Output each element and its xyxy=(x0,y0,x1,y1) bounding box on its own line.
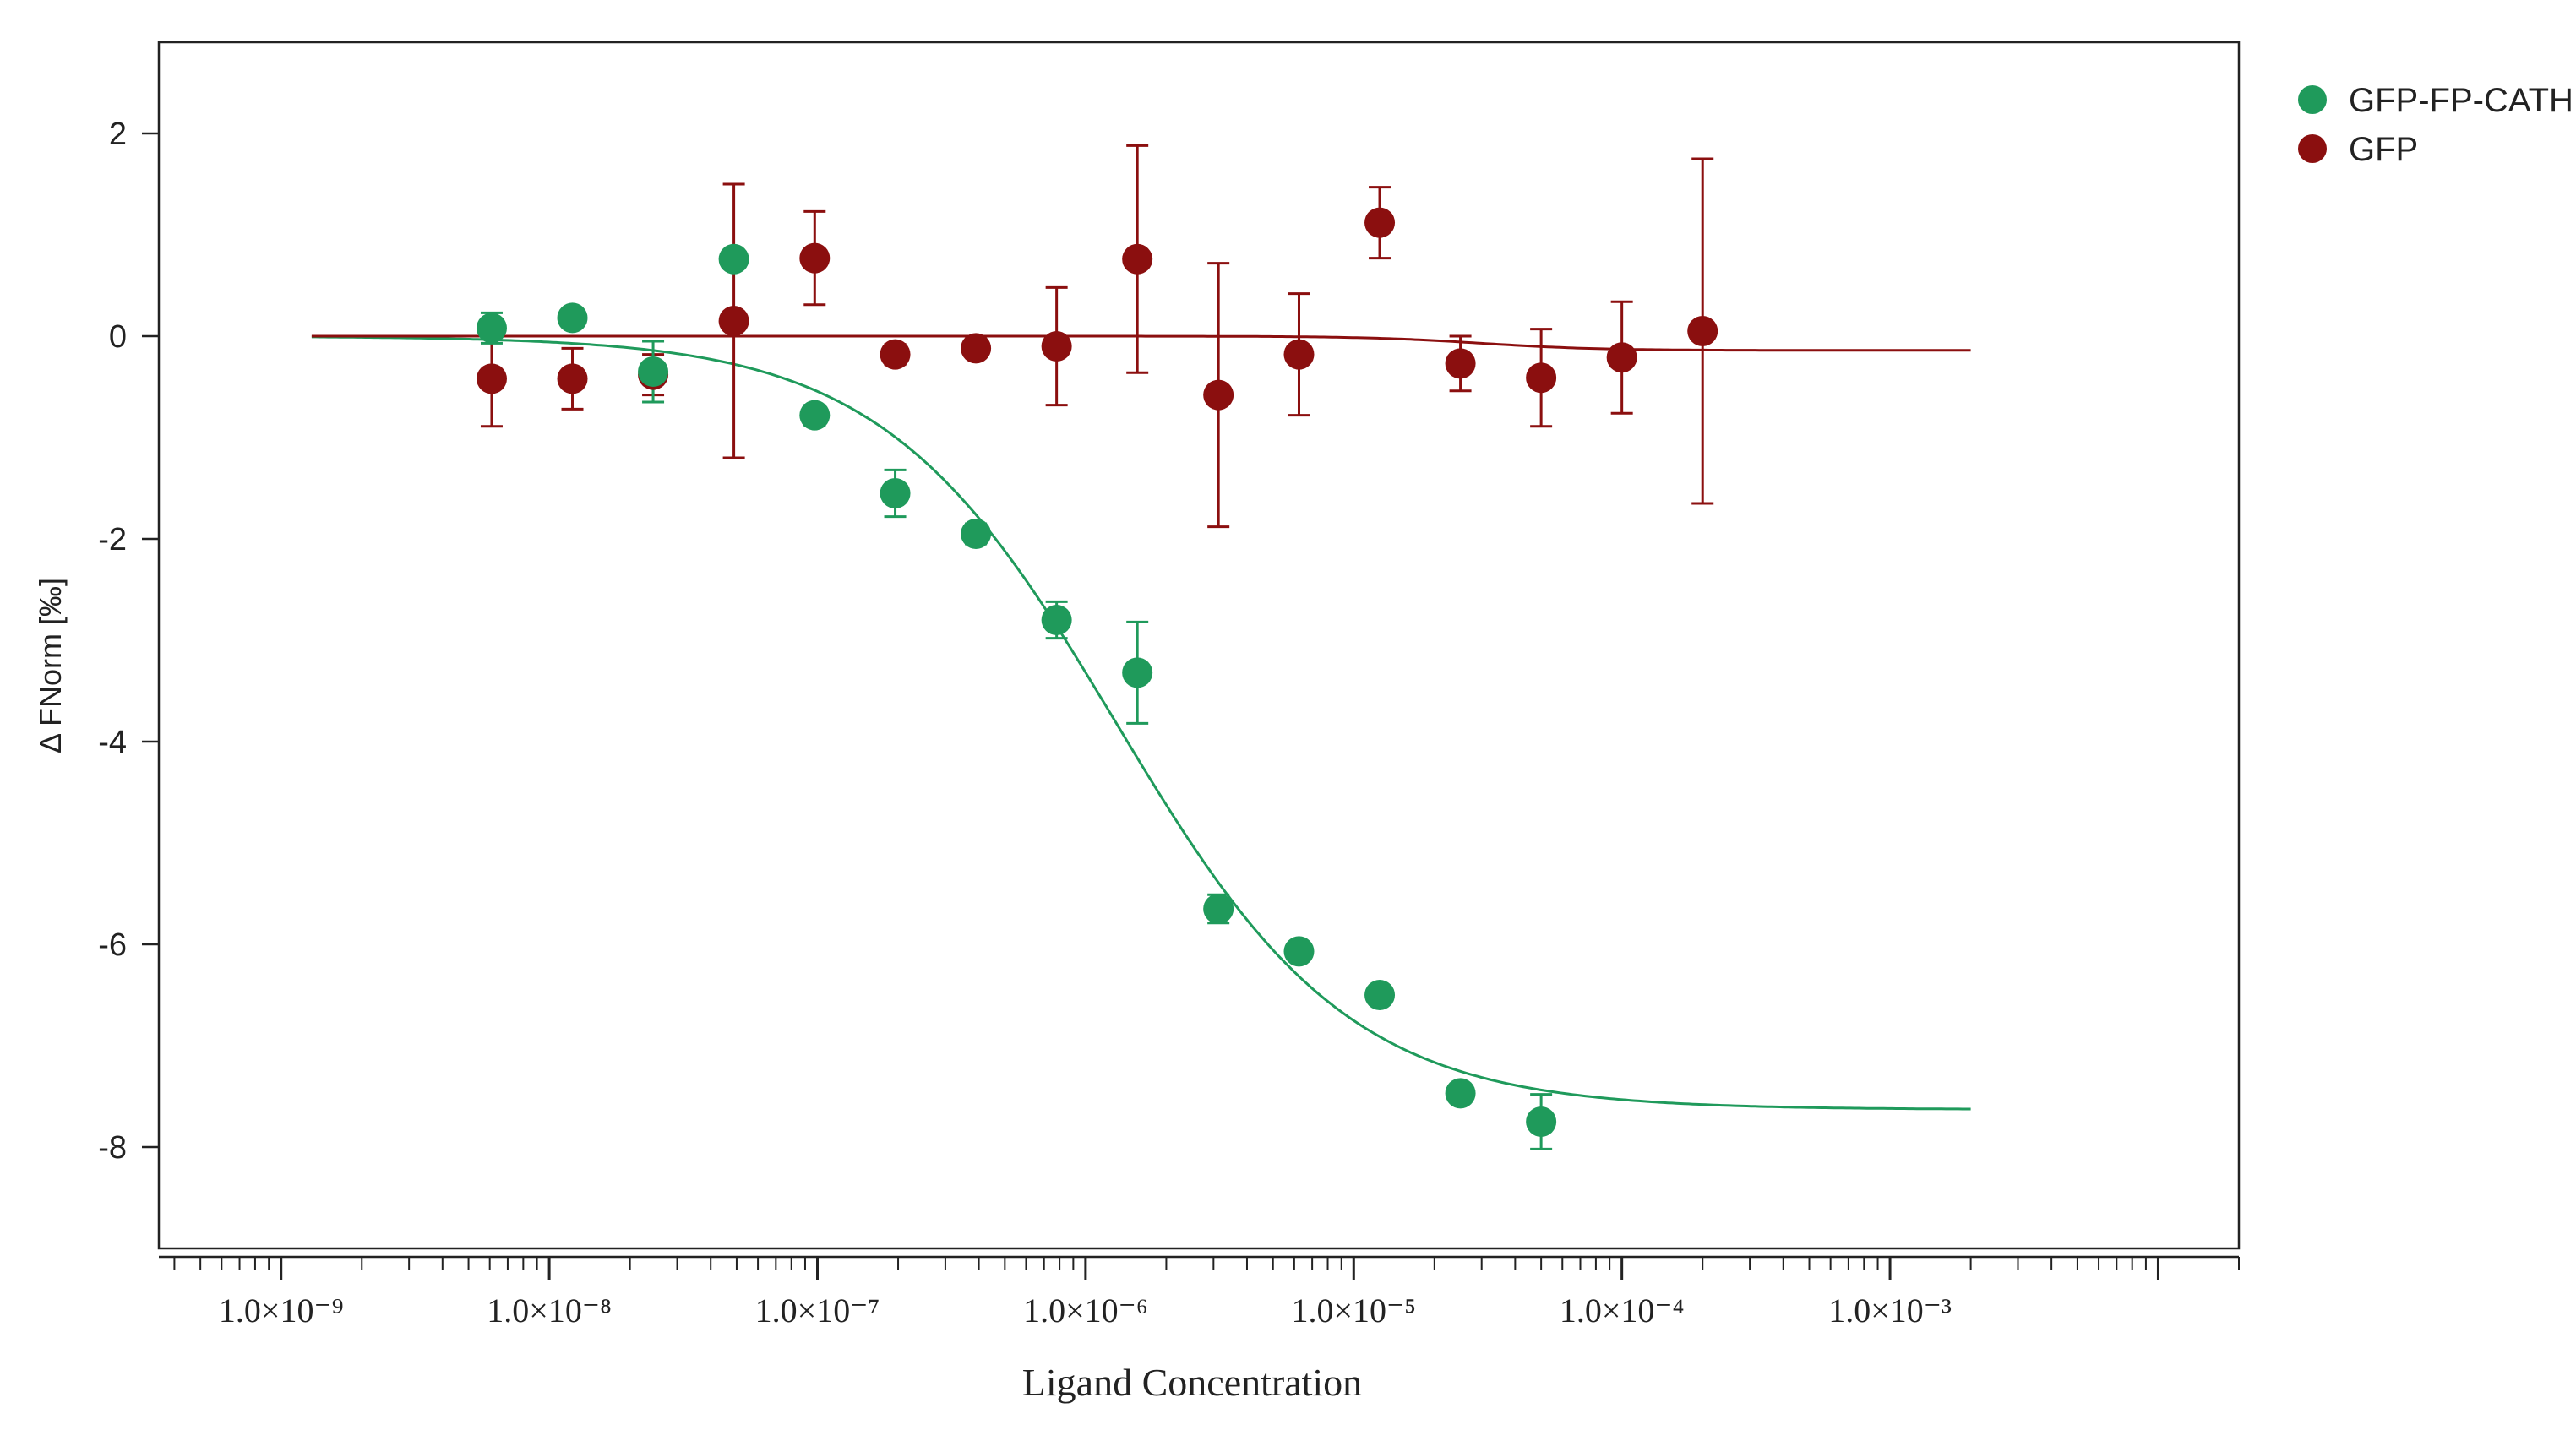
y-tick-label: 0 xyxy=(109,319,127,355)
data-point-gfp-fp-cath xyxy=(1283,936,1315,967)
data-points xyxy=(476,207,1718,1137)
legend-marker-gfp xyxy=(2298,134,2327,163)
legend-marker-gfp-fp-cath xyxy=(2298,85,2327,114)
data-point-gfp xyxy=(880,339,911,370)
data-point-gfp xyxy=(1606,342,1637,373)
fit-curves xyxy=(311,334,1971,1111)
y-tick-label: 2 xyxy=(109,117,127,152)
x-tick-label: 1.0×10⁻⁸ xyxy=(487,1291,612,1329)
plot-frame xyxy=(157,41,2241,1250)
fit-curve-gfp-fp-cath xyxy=(311,335,1971,1111)
data-point-gfp xyxy=(1203,379,1234,411)
data-point-gfp xyxy=(1122,243,1153,275)
data-point-gfp xyxy=(1687,316,1718,346)
data-point-gfp-fp-cath xyxy=(1445,1078,1476,1109)
data-point-gfp-fp-cath xyxy=(1041,605,1072,635)
data-point-gfp xyxy=(1283,339,1315,370)
legend: GFP-FP-CATH GFP xyxy=(2298,82,2573,168)
data-point-gfp xyxy=(476,363,507,394)
data-point-gfp xyxy=(961,333,992,364)
x-tick-label: 1.0×10⁻⁵ xyxy=(1291,1291,1416,1329)
data-point-gfp-fp-cath xyxy=(476,313,507,344)
legend-label-gfp-fp-cath: GFP-FP-CATH xyxy=(2349,82,2573,119)
plot-area xyxy=(157,41,2241,1250)
data-point-gfp xyxy=(1526,362,1557,394)
data-point-gfp-fp-cath xyxy=(1122,657,1153,688)
x-tick-label: 1.0×10⁻⁹ xyxy=(219,1291,344,1329)
data-point-gfp-fp-cath xyxy=(557,302,588,334)
data-point-gfp-fp-cath xyxy=(961,519,992,549)
y-tick-label: -8 xyxy=(98,1130,127,1166)
data-point-gfp-fp-cath xyxy=(1526,1106,1557,1137)
data-point-gfp-fp-cath xyxy=(1364,980,1396,1010)
y-axis-title: Δ FNorm [‰] xyxy=(33,578,68,753)
data-point-gfp-fp-cath xyxy=(880,478,911,508)
y-tick-label: -6 xyxy=(98,927,127,963)
data-point-gfp xyxy=(1041,331,1072,362)
data-point-gfp-fp-cath xyxy=(1203,894,1234,924)
data-point-gfp xyxy=(1445,348,1476,379)
tick-labels: 2 0 -2 -4 -6 -8 1.0×10⁻⁹ 1.0×10⁻⁸ 1.0×10⁻⁷ 1.0×10… xyxy=(98,117,1952,1329)
data-point-gfp xyxy=(799,242,831,274)
data-point-gfp xyxy=(557,363,588,394)
data-point-gfp xyxy=(718,306,749,336)
y-tick-label: -2 xyxy=(98,522,127,557)
data-point-gfp-fp-cath xyxy=(638,356,669,387)
y-tick-label: -4 xyxy=(98,725,127,760)
x-tick-label: 1.0×10⁻⁷ xyxy=(755,1291,880,1329)
legend-label-gfp: GFP xyxy=(2349,131,2418,168)
x-tick-label: 1.0×10⁻³ xyxy=(1828,1291,1952,1329)
x-axis-title: Ligand Concentration xyxy=(1022,1361,1362,1404)
x-tick-label: 1.0×10⁻⁶ xyxy=(1023,1291,1148,1329)
x-tick-label: 1.0×10⁻⁴ xyxy=(1560,1291,1685,1329)
data-point-gfp xyxy=(1364,207,1396,238)
axes xyxy=(142,132,2240,1280)
fit-curve-gfp xyxy=(311,334,1971,352)
data-point-gfp-fp-cath xyxy=(718,243,749,275)
data-point-gfp-fp-cath xyxy=(799,400,831,431)
